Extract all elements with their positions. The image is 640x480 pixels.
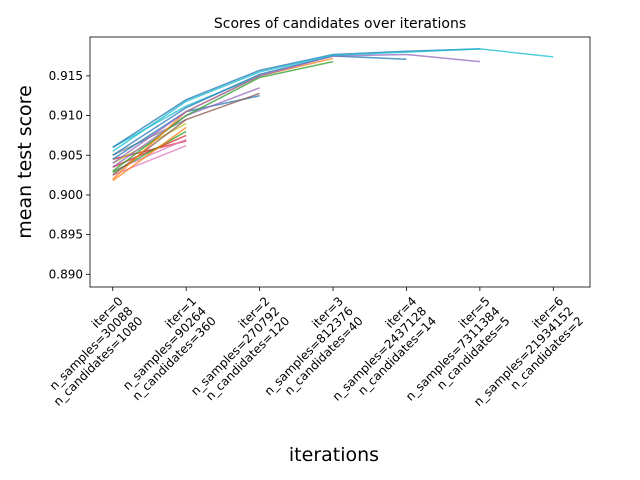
x-axis-label: iterations xyxy=(289,444,379,466)
y-tick-label: 0.900 xyxy=(49,188,83,202)
y-tick-label: 0.905 xyxy=(49,148,83,162)
series-line xyxy=(112,48,554,152)
chart-title: Scores of candidates over iterations xyxy=(214,16,466,32)
series-line xyxy=(112,53,480,164)
y-tick-label: 0.890 xyxy=(49,267,83,281)
y-axis-label: mean test score xyxy=(14,85,36,239)
series-line xyxy=(112,57,334,180)
plot-frame xyxy=(89,36,591,288)
series-line xyxy=(112,145,187,176)
series-line xyxy=(112,60,334,172)
y-tick-label: 0.910 xyxy=(49,109,83,123)
y-tick-label: 0.915 xyxy=(49,69,83,83)
series-line xyxy=(112,55,407,156)
series-line xyxy=(112,126,187,182)
y-tick-label: 0.895 xyxy=(49,228,83,242)
